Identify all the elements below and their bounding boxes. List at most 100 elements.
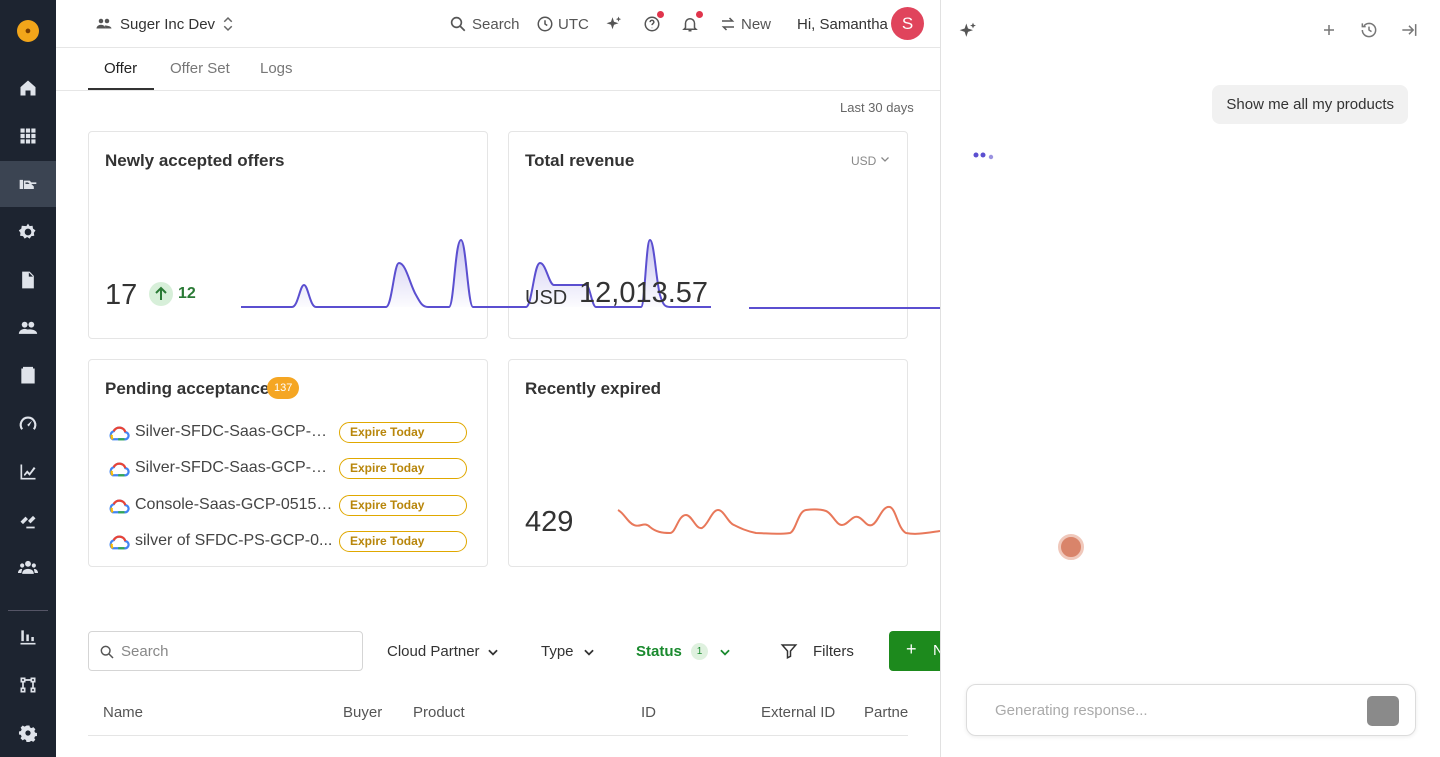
chat-input[interactable]: Generating response...	[966, 684, 1416, 736]
tab-bar: Offer Offer Set Logs	[56, 48, 940, 91]
org-people-icon	[95, 15, 113, 33]
recently-expired-card[interactable]: Recently expired 429	[508, 359, 908, 567]
card-title: Newly accepted offers	[105, 151, 285, 170]
col-name[interactable]: Name	[103, 704, 144, 721]
divider	[88, 735, 908, 736]
google-cloud-icon	[109, 426, 130, 441]
tab-offer[interactable]: Offer	[104, 60, 138, 77]
status-badge: Expire Today	[339, 458, 467, 479]
swap-icon[interactable]	[719, 15, 737, 33]
card-title: Pending acceptance	[105, 379, 270, 398]
range-label[interactable]: Last 30 days	[840, 100, 914, 115]
card-title: Total revenue	[525, 151, 635, 170]
new-button[interactable]: New	[741, 16, 772, 33]
accepted-sparkline	[241, 238, 940, 309]
chevron-down-icon[interactable]	[718, 645, 732, 659]
newly-accepted-card[interactable]: Newly accepted offers 17 12	[88, 131, 488, 339]
status-filter-count: 1	[691, 643, 708, 660]
app-logo[interactable]: ●	[17, 20, 39, 42]
currency-select[interactable]: USD	[851, 154, 877, 168]
search-icon	[100, 645, 114, 659]
list-item[interactable]: silver of SFDC-PS-GCP-0... Expire Today	[109, 530, 469, 554]
apps-grid-icon[interactable]	[0, 113, 56, 159]
search-placeholder: Search	[121, 643, 169, 660]
offer-name[interactable]: silver of SFDC-PS-GCP-0...	[135, 532, 333, 549]
offer-name[interactable]: Console-Saas-GCP-0515-...	[135, 496, 335, 513]
status-badge: Expire Today	[339, 531, 467, 552]
filters-button[interactable]: Filters	[813, 643, 854, 660]
help-notification-dot	[657, 11, 664, 18]
cloud-partner-filter[interactable]: Cloud Partner	[387, 643, 480, 660]
plus-icon: +	[906, 639, 917, 659]
tab-logs[interactable]: Logs	[260, 60, 293, 77]
status-badge: Expire Today	[339, 422, 467, 443]
col-partner[interactable]: Partne	[864, 704, 909, 721]
chevron-down-icon[interactable]	[486, 645, 500, 659]
plus-icon[interactable]	[1319, 20, 1339, 40]
tab-offer-set[interactable]: Offer Set	[170, 60, 230, 77]
chevron-down-icon[interactable]	[879, 152, 891, 164]
google-cloud-icon	[109, 499, 130, 514]
user-greeting[interactable]: Hi, Samantha	[797, 16, 888, 33]
offers-handshake-icon[interactable]	[0, 161, 56, 207]
col-product[interactable]: Product	[413, 704, 465, 721]
accepted-delta: 12	[178, 285, 196, 302]
accepted-count: 17	[105, 279, 138, 311]
revenue-value: 12,013.57	[579, 277, 709, 309]
user-message: Show me all my products	[1212, 85, 1408, 124]
contact-card-icon[interactable]	[0, 353, 56, 399]
reports-bar-chart-icon[interactable]	[0, 614, 56, 660]
revenue-currency: USD	[525, 287, 568, 309]
sparkle-ai-icon[interactable]	[605, 15, 623, 33]
speedometer-icon[interactable]	[0, 401, 56, 447]
col-id[interactable]: ID	[641, 704, 656, 721]
analytics-icon[interactable]	[0, 449, 56, 495]
col-buyer[interactable]: Buyer	[343, 704, 383, 721]
active-tab-indicator	[88, 88, 154, 90]
history-icon[interactable]	[1359, 20, 1379, 40]
new-offer-button[interactable]: + N	[889, 631, 940, 671]
search-icon[interactable]	[449, 15, 467, 33]
pending-count-badge: 137	[267, 377, 300, 399]
avatar[interactable]: S	[891, 7, 924, 40]
home-icon[interactable]	[0, 65, 56, 111]
chevron-down-icon[interactable]	[582, 645, 596, 659]
rail-divider	[8, 610, 48, 611]
typing-indicator	[973, 152, 994, 160]
list-item[interactable]: Console-Saas-GCP-0515-... Expire Today	[109, 494, 469, 518]
list-item[interactable]: Silver-SFDC-Saas-GCP-05... Expire Today	[109, 457, 469, 481]
unfold-icon[interactable]	[219, 15, 237, 33]
top-search[interactable]: Search	[472, 16, 520, 33]
settings-gear-icon[interactable]	[0, 710, 56, 756]
users-icon[interactable]	[0, 305, 56, 351]
arrow-up-icon	[149, 282, 173, 306]
bell-notification-dot	[696, 11, 703, 18]
left-nav-rail: ●	[0, 0, 56, 757]
offer-name[interactable]: Silver-SFDC-Saas-GCP-05...	[135, 423, 335, 440]
workflow-icon[interactable]	[0, 662, 56, 708]
integrations-icon[interactable]	[0, 497, 56, 543]
bell-icon[interactable]	[681, 15, 699, 33]
list-item[interactable]: Silver-SFDC-Saas-GCP-05... Expire Today	[109, 421, 469, 445]
pending-acceptance-card[interactable]: Pending acceptance 137 Silver-SFDC-Saas-…	[88, 359, 488, 567]
timezone-button[interactable]: UTC	[558, 16, 589, 33]
org-switcher[interactable]: Suger Inc Dev	[120, 16, 216, 33]
document-icon[interactable]	[0, 257, 56, 303]
type-filter[interactable]: Type	[541, 643, 574, 660]
help-icon[interactable]	[643, 15, 661, 33]
status-filter[interactable]: Status	[636, 643, 682, 660]
search-input[interactable]: Search	[88, 631, 363, 671]
main-content: Suger Inc Dev Search UTC New Hi, Samanth…	[56, 0, 940, 757]
col-external-id[interactable]: External ID	[761, 704, 836, 721]
pointer-cursor	[1058, 534, 1084, 560]
collapse-panel-icon[interactable]	[1399, 20, 1419, 40]
stop-button[interactable]	[1367, 696, 1399, 726]
clock-icon[interactable]	[536, 15, 554, 33]
filter-funnel-icon[interactable]	[780, 642, 798, 660]
assistant-panel: Show me all my products Generating respo…	[940, 0, 1440, 757]
team-icon[interactable]	[0, 545, 56, 591]
card-title: Recently expired	[525, 379, 662, 398]
sparkle-ai-icon	[958, 21, 978, 41]
offer-name[interactable]: Silver-SFDC-Saas-GCP-05...	[135, 459, 335, 476]
gear-outline-icon[interactable]	[0, 209, 56, 255]
